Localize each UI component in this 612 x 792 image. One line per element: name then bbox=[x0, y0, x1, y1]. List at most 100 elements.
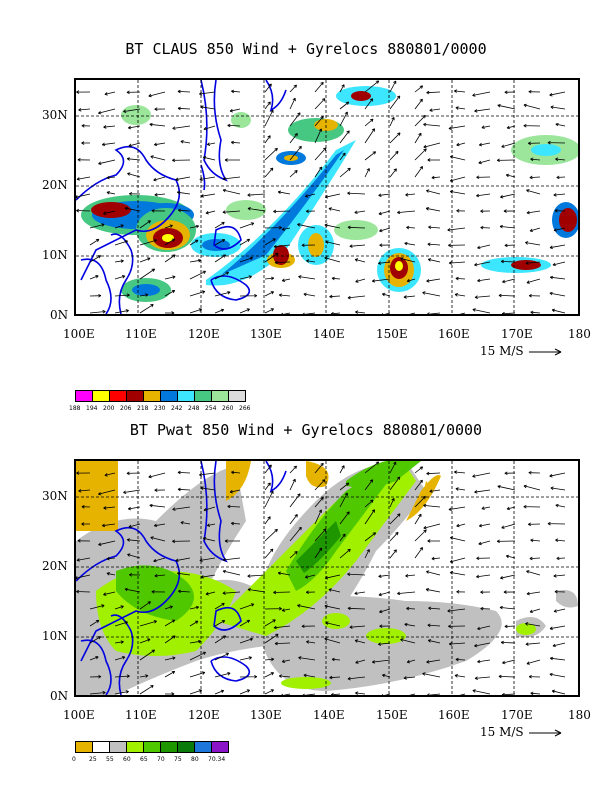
wind-arrow-icon bbox=[172, 539, 191, 544]
wind-arrow-icon bbox=[205, 591, 216, 596]
wind-arrow-icon bbox=[231, 470, 241, 475]
panel1-map-svg bbox=[76, 80, 578, 314]
wind-arrow-icon bbox=[431, 556, 441, 561]
panel2-map bbox=[74, 459, 580, 697]
wind-arrow-icon bbox=[89, 293, 102, 298]
wind-arrow-icon bbox=[364, 479, 374, 491]
wind-arrow-icon bbox=[231, 89, 241, 94]
panel1-map bbox=[74, 78, 580, 316]
panel1-lon-label: 130E bbox=[250, 327, 282, 341]
wind-arrow-icon bbox=[264, 109, 274, 127]
wind-arrow-icon bbox=[239, 674, 258, 679]
wind-arrow-icon bbox=[314, 166, 323, 178]
wind-arrow-icon bbox=[551, 689, 566, 695]
colorbar-swatch bbox=[211, 741, 229, 753]
wind-arrow-icon bbox=[525, 241, 541, 246]
wind-arrow-icon bbox=[328, 207, 341, 212]
wind-arrow-icon bbox=[481, 506, 491, 510]
wind-arrow-icon bbox=[139, 638, 151, 644]
wind-arrow-icon bbox=[139, 220, 151, 229]
wind-arrow-icon bbox=[448, 506, 466, 511]
wind-arrow-icon bbox=[523, 123, 541, 128]
wind-arrow-icon bbox=[428, 606, 441, 611]
wind-arrow-icon bbox=[77, 158, 91, 162]
wind-arrow-icon bbox=[426, 471, 441, 476]
colorbar-swatch bbox=[194, 741, 212, 753]
wind-arrow-icon bbox=[506, 125, 516, 130]
wind-arrow-icon bbox=[477, 625, 491, 631]
wind-arrow-icon bbox=[180, 140, 191, 144]
wind-arrow-icon bbox=[264, 689, 275, 695]
wind-arrow-icon bbox=[354, 258, 366, 263]
wind-arrow-icon bbox=[526, 210, 541, 215]
wind-arrow-icon bbox=[422, 291, 441, 297]
wind-arrow-icon bbox=[496, 158, 516, 163]
wind-arrow-icon bbox=[506, 506, 516, 511]
wind-arrow-icon bbox=[89, 275, 99, 280]
wind-arrow-icon bbox=[76, 557, 91, 562]
wind-arrow-icon bbox=[304, 193, 316, 198]
wind-arrow-icon bbox=[154, 107, 166, 111]
wind-arrow-icon bbox=[214, 239, 226, 246]
wind-arrow-icon bbox=[556, 175, 566, 180]
wind-arrow-icon bbox=[414, 148, 427, 161]
wind-arrow-icon bbox=[381, 312, 391, 314]
wind-arrow-icon bbox=[364, 532, 377, 542]
wind-arrow-icon bbox=[354, 591, 366, 595]
wind-arrow-icon bbox=[177, 487, 191, 492]
panel2-gridlines bbox=[76, 461, 578, 695]
colorbar-label: 248 bbox=[188, 405, 200, 412]
wind-arrow-icon bbox=[389, 531, 399, 542]
wind-arrow-icon bbox=[104, 472, 116, 477]
wind-arrow-icon bbox=[425, 207, 441, 212]
wind-arrow-icon bbox=[364, 98, 374, 110]
wind-arrow-icon bbox=[389, 116, 395, 127]
wind-arrow-icon bbox=[505, 173, 516, 178]
wind-arrow-icon bbox=[164, 254, 176, 263]
wind-arrow-icon bbox=[505, 554, 516, 559]
wind-arrow-icon bbox=[89, 255, 102, 263]
wind-arrow-icon bbox=[339, 533, 346, 542]
colorbar-label: 230 bbox=[154, 405, 166, 412]
colorbar-label: 266 bbox=[239, 405, 251, 412]
wind-arrow-icon bbox=[139, 674, 149, 678]
wind-arrow-icon bbox=[347, 572, 366, 576]
wind-arrow-icon bbox=[447, 608, 466, 613]
wind-arrow-icon bbox=[76, 90, 91, 94]
wind-arrow-icon bbox=[406, 659, 416, 664]
wind-arrow-icon bbox=[239, 222, 255, 229]
wind-arrow-icon bbox=[222, 557, 241, 562]
wind-arrow-icon bbox=[289, 526, 302, 542]
wind-arrow-icon bbox=[274, 641, 291, 646]
wind-arrow-icon bbox=[339, 111, 348, 127]
wind-arrow-icon bbox=[472, 689, 491, 695]
wind-arrow-icon bbox=[314, 98, 326, 110]
wind-arrow-icon bbox=[556, 556, 566, 561]
wind-arrow-icon bbox=[114, 259, 124, 263]
wind-arrow-icon bbox=[305, 209, 316, 214]
wind-arrow-icon bbox=[474, 642, 491, 648]
wind-arrow-icon bbox=[139, 649, 156, 661]
wind-arrow-icon bbox=[453, 470, 466, 474]
wind-arrow-icon bbox=[406, 278, 416, 283]
wind-arrow-icon bbox=[339, 492, 348, 508]
panel2-lon-label: 130E bbox=[250, 708, 282, 722]
wind-arrow-icon bbox=[478, 159, 491, 165]
wind-arrow-icon bbox=[189, 671, 206, 678]
wind-arrow-icon bbox=[497, 485, 516, 491]
wind-arrow-icon bbox=[81, 522, 90, 526]
wind-arrow-icon bbox=[189, 308, 203, 314]
wind-arrow-icon bbox=[528, 522, 541, 527]
panel1-lon-label: 120E bbox=[188, 327, 220, 341]
colorbar-swatch bbox=[160, 741, 178, 753]
wind-arrow-icon bbox=[103, 506, 116, 510]
wind-arrow-icon bbox=[378, 591, 391, 597]
wind-arrow-icon bbox=[77, 539, 91, 543]
wind-arrow-icon bbox=[180, 521, 191, 525]
wind-arrow-icon bbox=[202, 156, 216, 161]
wind-arrow-icon bbox=[164, 605, 173, 610]
wind-arrow-icon bbox=[164, 671, 176, 678]
wind-arrow-icon bbox=[314, 116, 324, 127]
colorbar-label: 194 bbox=[86, 405, 98, 412]
wind-arrow-icon bbox=[81, 505, 91, 509]
